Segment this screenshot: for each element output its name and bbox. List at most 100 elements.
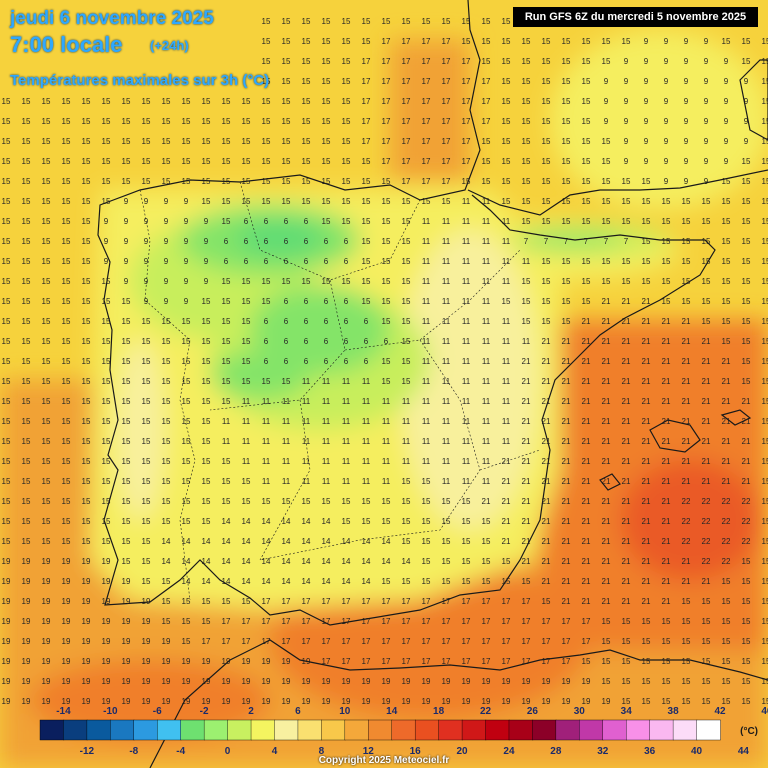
grid-value: 11 bbox=[442, 457, 451, 466]
grid-value: 21 bbox=[602, 377, 611, 386]
grid-value: 9 bbox=[644, 57, 649, 66]
grid-value: 9 bbox=[184, 237, 189, 246]
grid-value: 9 bbox=[644, 117, 649, 126]
grid-value: 14 bbox=[302, 517, 311, 526]
grid-value: 11 bbox=[462, 197, 471, 206]
grid-value: 9 bbox=[164, 297, 169, 306]
grid-value: 15 bbox=[42, 337, 51, 346]
grid-value: 17 bbox=[482, 617, 491, 626]
grid-value: 14 bbox=[242, 517, 251, 526]
grid-value: 9 bbox=[184, 297, 189, 306]
grid-value: 21 bbox=[502, 517, 511, 526]
grid-value: 19 bbox=[62, 677, 71, 686]
grid-value: 15 bbox=[622, 217, 631, 226]
grid-value: 21 bbox=[582, 377, 591, 386]
grid-value: 15 bbox=[422, 477, 431, 486]
grid-value: 17 bbox=[402, 617, 411, 626]
grid-value: 15 bbox=[722, 337, 731, 346]
grid-value: 15 bbox=[262, 117, 271, 126]
grid-value: 19 bbox=[102, 677, 111, 686]
grid-value: 19 bbox=[82, 617, 91, 626]
grid-value: 15 bbox=[182, 457, 191, 466]
grid-value: 14 bbox=[202, 577, 211, 586]
legend-swatch bbox=[344, 719, 369, 741]
grid-value: 15 bbox=[122, 497, 131, 506]
grid-value: 17 bbox=[402, 157, 411, 166]
grid-value: 21 bbox=[702, 397, 711, 406]
grid-value: 11 bbox=[482, 317, 491, 326]
legend-tick-label: 20 bbox=[457, 746, 469, 757]
grid-value: 15 bbox=[242, 477, 251, 486]
grid-value: 17 bbox=[422, 117, 431, 126]
grid-value: 15 bbox=[102, 337, 111, 346]
grid-value: 7 bbox=[544, 237, 549, 246]
legend-tick-label: 34 bbox=[621, 706, 633, 717]
grid-value: 21 bbox=[702, 357, 711, 366]
grid-value: 17 bbox=[402, 137, 411, 146]
grid-value: 15 bbox=[262, 377, 271, 386]
grid-value: 15 bbox=[62, 457, 71, 466]
grid-value: 6 bbox=[344, 317, 349, 326]
grid-value: 14 bbox=[182, 537, 191, 546]
grid-value: 9 bbox=[604, 97, 609, 106]
grid-value: 17 bbox=[462, 637, 471, 646]
grid-value: 15 bbox=[522, 217, 531, 226]
grid-value: 17 bbox=[462, 597, 471, 606]
grid-value: 17 bbox=[502, 637, 511, 646]
grid-value: 15 bbox=[22, 337, 31, 346]
grid-value: 11 bbox=[422, 297, 431, 306]
grid-value: 14 bbox=[262, 537, 271, 546]
grid-value: 15 bbox=[362, 217, 371, 226]
grid-value: 15 bbox=[462, 37, 471, 46]
grid-value: 15 bbox=[162, 377, 171, 386]
legend-tick-label: 28 bbox=[550, 746, 562, 757]
grid-value: 21 bbox=[582, 397, 591, 406]
grid-value: 15 bbox=[422, 517, 431, 526]
grid-value: 19 bbox=[62, 657, 71, 666]
grid-value: 15 bbox=[642, 677, 651, 686]
legend-tick-label: 30 bbox=[574, 706, 586, 717]
grid-value: 11 bbox=[462, 257, 471, 266]
grid-value: 15 bbox=[222, 317, 231, 326]
grid-value: 21 bbox=[482, 497, 491, 506]
grid-value: 15 bbox=[762, 477, 768, 486]
grid-value: 9 bbox=[684, 57, 689, 66]
grid-value: 15 bbox=[722, 597, 731, 606]
grid-value: 11 bbox=[522, 337, 531, 346]
grid-value: 19 bbox=[382, 677, 391, 686]
grid-value: 14 bbox=[402, 557, 411, 566]
grid-value: 6 bbox=[284, 297, 289, 306]
grid-value: 17 bbox=[362, 77, 371, 86]
mallorca bbox=[649, 419, 701, 453]
grid-value: 19 bbox=[102, 557, 111, 566]
grid-value: 11 bbox=[422, 397, 431, 406]
legend-swatch bbox=[180, 719, 205, 741]
grid-value: 15 bbox=[282, 197, 291, 206]
legend-swatch bbox=[250, 719, 276, 741]
grid-value: 15 bbox=[62, 237, 71, 246]
grid-value: 9 bbox=[724, 97, 729, 106]
grid-value: 21 bbox=[682, 417, 691, 426]
grid-value: 15 bbox=[82, 217, 91, 226]
grid-value: 19 bbox=[22, 677, 31, 686]
grid-value: 15 bbox=[742, 677, 751, 686]
grid-value: 15 bbox=[682, 217, 691, 226]
grid-value: 9 bbox=[624, 77, 629, 86]
legend-tick-label: 38 bbox=[668, 706, 680, 717]
grid-value: 15 bbox=[42, 257, 51, 266]
grid-value: 15 bbox=[342, 517, 351, 526]
grid-value: 15 bbox=[682, 257, 691, 266]
grid-value: 15 bbox=[22, 537, 31, 546]
grid-value: 19 bbox=[22, 637, 31, 646]
grid-value: 19 bbox=[2, 657, 11, 666]
legend-tick-label: 22 bbox=[480, 706, 492, 717]
grid-value: 21 bbox=[542, 437, 551, 446]
grid-value: 11 bbox=[442, 397, 451, 406]
legend-swatch bbox=[86, 719, 112, 741]
grid-value: 15 bbox=[342, 97, 351, 106]
grid-value: 17 bbox=[382, 157, 391, 166]
grid-value: 15 bbox=[162, 177, 171, 186]
grid-value: 17 bbox=[522, 657, 531, 666]
grid-value: 11 bbox=[442, 237, 451, 246]
grid-value: 22 bbox=[722, 537, 731, 546]
